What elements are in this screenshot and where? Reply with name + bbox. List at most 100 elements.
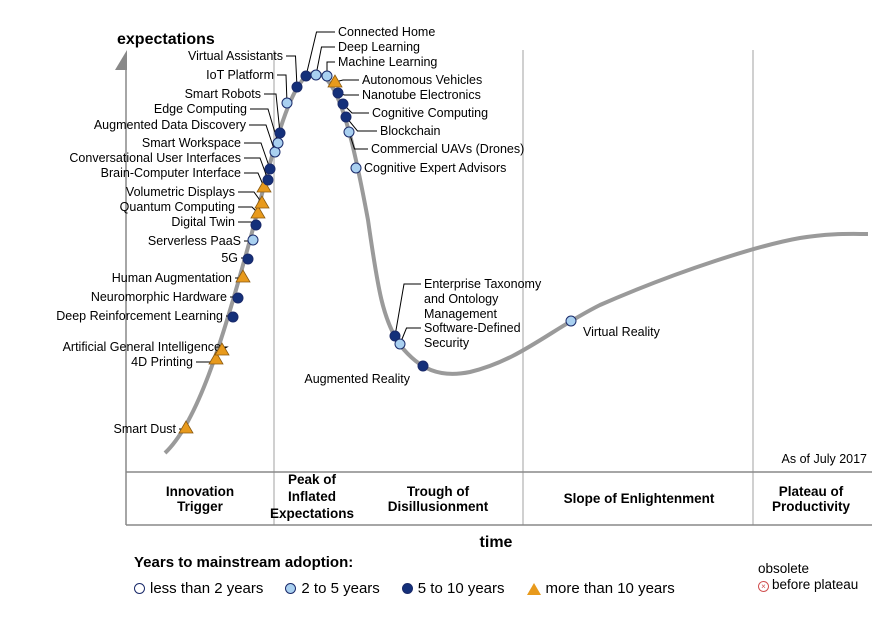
technology-label: Digital Twin xyxy=(171,215,235,229)
phase-label: Productivity xyxy=(772,499,851,514)
technology-label: Virtual Assistants xyxy=(188,49,283,63)
technology-label: Deep Learning xyxy=(338,40,420,54)
technology-marker-circle xyxy=(250,219,262,231)
leader-line xyxy=(277,74,288,104)
leader-line xyxy=(238,191,263,204)
technology-label: Enterprise Taxonomy and Ontology Managemen… xyxy=(424,277,542,321)
phase-label: Trigger xyxy=(177,499,224,514)
technology-label: Connected Home xyxy=(338,25,435,39)
technology-marker-circle xyxy=(340,111,352,123)
technology-label: Commercial UAVs (Drones) xyxy=(371,142,524,156)
technology-marker-circle xyxy=(343,126,355,138)
technology-label: IoT Platform xyxy=(206,68,274,82)
phase-label: Trough of xyxy=(407,484,470,499)
technology-marker-triangle xyxy=(178,420,194,434)
leader-line xyxy=(399,327,421,345)
hype-curve xyxy=(163,71,869,455)
technology-label: Cognitive Expert Advisors xyxy=(364,161,506,175)
leader-line xyxy=(394,283,421,337)
phase-label: Disillusionment xyxy=(388,499,489,514)
obsolete-icon: × xyxy=(758,581,769,592)
technology-label: Brain-Computer Interface xyxy=(101,166,241,180)
phase-label: Plateau of xyxy=(779,484,844,499)
technology-marker-triangle xyxy=(327,74,343,88)
legend-item-5-to-10: 5 to 10 years xyxy=(401,580,505,597)
technology-marker-triangle xyxy=(214,342,230,356)
technology-marker-circle xyxy=(247,234,259,246)
technology-marker-circle xyxy=(262,174,274,186)
phase-label: Inflated xyxy=(288,489,336,504)
technology-marker-circle xyxy=(269,146,281,158)
phase-label: Expectations xyxy=(270,506,354,521)
technology-marker-circle xyxy=(264,163,276,175)
technology-marker-circle xyxy=(389,330,401,342)
technology-marker-circle xyxy=(227,311,239,323)
technology-label: Volumetric Displays xyxy=(126,185,235,199)
technology-label: Augmented Data Discovery xyxy=(94,118,247,132)
technology-label: Nanotube Electronics xyxy=(362,88,481,102)
leader-line xyxy=(345,116,377,132)
technology-marker-circle xyxy=(394,338,406,350)
technology-marker-triangle xyxy=(235,269,251,283)
obsolete-label: obsolete xyxy=(758,561,810,576)
technology-label: Smart Workspace xyxy=(142,136,241,150)
technology-label: Virtual Reality xyxy=(583,325,661,339)
dark-blue-circle-icon xyxy=(401,583,413,594)
leader-line xyxy=(315,46,335,76)
technology-marker-circle xyxy=(350,162,362,174)
technology-label: Smart Robots xyxy=(185,87,261,101)
technology-label: Machine Learning xyxy=(338,55,437,69)
technology-label: 5G xyxy=(221,251,238,265)
technology-label: Conversational User Interfaces xyxy=(69,151,241,165)
y-axis-arrow-icon xyxy=(115,50,127,70)
technology-marker-circle xyxy=(417,360,429,372)
leader-line xyxy=(348,131,368,150)
leader-line xyxy=(244,157,269,181)
phase-label: Peak of xyxy=(288,472,337,487)
obsolete-label-2: before plateau xyxy=(772,577,859,592)
technology-marker-circle xyxy=(332,87,344,99)
technology-label: Quantum Computing xyxy=(120,200,235,214)
technology-label: 4D Printing xyxy=(131,355,193,369)
orange-triangle-icon xyxy=(526,582,541,595)
x-axis-label: time xyxy=(480,534,513,551)
as-of-date: As of July 2017 xyxy=(782,452,868,466)
leader-line xyxy=(244,142,271,170)
technology-marker-circle xyxy=(337,98,349,110)
technology-marker-triangle xyxy=(256,179,272,193)
technology-marker-circle xyxy=(232,292,244,304)
technology-label: Edge Computing xyxy=(154,102,247,116)
legend-item-more-than-10: more than 10 years xyxy=(526,580,675,597)
technology-marker-circle xyxy=(281,97,293,109)
technology-label: Blockchain xyxy=(380,124,440,138)
y-axis-label: expectations xyxy=(117,31,215,48)
technology-marker-triangle xyxy=(250,205,266,219)
leader-line xyxy=(305,31,335,77)
technology-marker-circle xyxy=(310,69,322,81)
legend-label: 2 to 5 years xyxy=(301,580,380,597)
leader-line xyxy=(244,172,265,188)
legend-item-2-to-5: 2 to 5 years xyxy=(285,580,380,597)
legend-item-obsolete: obsolete × before plateau xyxy=(758,561,858,593)
legend-label: 5 to 10 years xyxy=(417,580,505,597)
technology-marker-triangle xyxy=(208,351,224,365)
phase-label: Innovation xyxy=(166,484,234,499)
leader-line xyxy=(249,124,276,153)
technology-marker-circle xyxy=(274,127,286,139)
technology-markers xyxy=(178,69,577,434)
light-blue-circle-icon xyxy=(285,583,297,594)
technology-label: Artificial General Intelligence xyxy=(63,340,221,354)
technology-marker-circle xyxy=(242,253,254,265)
technology-label: Human Augmentation xyxy=(112,271,232,285)
technology-label: Deep Reinforcement Learning xyxy=(56,309,223,323)
leader-line xyxy=(264,93,281,134)
white-circle-icon xyxy=(134,583,145,594)
technology-label: Serverless PaaS xyxy=(148,234,241,248)
technology-label: Augmented Reality xyxy=(304,372,410,386)
leader-line xyxy=(286,55,298,88)
technology-marker-circle xyxy=(272,137,284,149)
legend-label: more than 10 years xyxy=(545,580,675,597)
